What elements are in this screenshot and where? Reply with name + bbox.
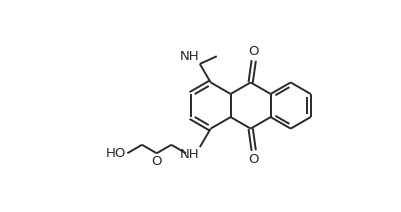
Text: HO: HO: [105, 147, 126, 160]
Text: O: O: [151, 155, 162, 168]
Text: NH: NH: [179, 148, 198, 161]
Text: NH: NH: [179, 50, 198, 63]
Text: O: O: [248, 45, 258, 58]
Text: O: O: [248, 153, 258, 166]
